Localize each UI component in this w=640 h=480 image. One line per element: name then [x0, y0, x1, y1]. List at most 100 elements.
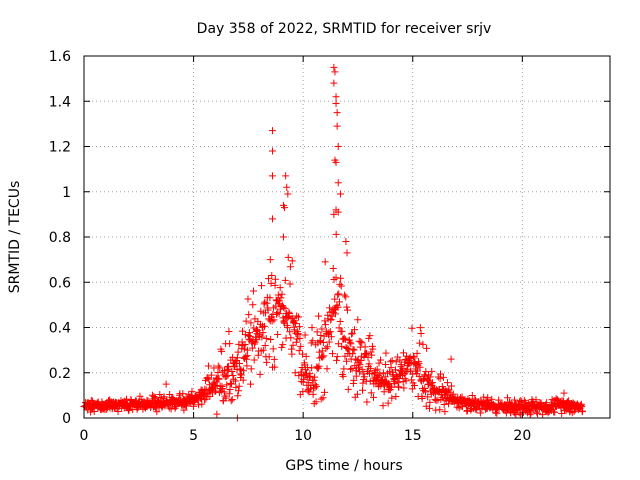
data-point [244, 295, 252, 303]
data-point [408, 376, 416, 384]
data-point [503, 394, 511, 402]
data-point [299, 388, 307, 396]
data-point [316, 354, 324, 362]
data-point [330, 210, 338, 218]
data-point [268, 172, 276, 180]
data-point [203, 374, 211, 382]
data-point [358, 365, 366, 373]
data-point [210, 364, 218, 372]
data-point [533, 408, 541, 416]
data-point [339, 372, 347, 380]
data-point [432, 397, 440, 405]
data-point [278, 290, 286, 298]
data-point [346, 338, 354, 346]
data-point [268, 272, 276, 280]
y-tick-label: 1.4 [49, 94, 71, 110]
data-point [367, 389, 375, 397]
data-point [281, 305, 289, 313]
data-point [482, 405, 490, 413]
data-point [327, 333, 335, 341]
data-point [342, 293, 350, 301]
data-point [439, 373, 447, 381]
data-point [167, 405, 175, 413]
data-point [376, 370, 384, 378]
data-point [238, 327, 246, 335]
data-point [323, 343, 331, 351]
data-point [350, 326, 358, 334]
data-point [348, 365, 356, 373]
data-point [419, 376, 427, 384]
data-point [249, 287, 257, 295]
data-point [444, 387, 452, 395]
data-point [338, 342, 346, 350]
data-point [229, 371, 237, 379]
data-point [114, 408, 122, 416]
data-point [332, 93, 340, 101]
data-point [426, 398, 434, 406]
data-point [276, 284, 284, 292]
data-point [297, 342, 305, 350]
data-point [162, 380, 170, 388]
data-point [284, 324, 292, 332]
data-point [413, 367, 421, 375]
data-point [373, 365, 381, 373]
data-point [222, 394, 230, 402]
data-point [172, 402, 180, 410]
data-point [264, 306, 272, 314]
data-point [296, 323, 304, 331]
data-point [350, 346, 358, 354]
data-point [484, 394, 492, 402]
data-point [344, 306, 352, 314]
chart-title: Day 358 of 2022, SRMTID for receiver srj… [197, 21, 492, 37]
data-point [204, 362, 212, 370]
data-point [365, 360, 373, 368]
data-point [333, 109, 341, 117]
data-point [352, 372, 360, 380]
data-point [271, 281, 279, 289]
data-point [418, 395, 426, 403]
data-point [488, 395, 496, 403]
data-point [428, 367, 436, 375]
data-point [415, 359, 423, 367]
data-point [274, 330, 282, 338]
data-point [247, 365, 255, 373]
data-point [333, 353, 341, 361]
data-point [240, 367, 248, 375]
data-point [305, 388, 313, 396]
data-point [309, 337, 317, 345]
data-point [286, 280, 294, 288]
data-point [335, 298, 343, 306]
data-point [260, 322, 268, 330]
data-point [337, 282, 345, 290]
data-point [279, 233, 287, 241]
x-axis-label: GPS time / hours [285, 458, 402, 474]
data-point [413, 349, 421, 357]
data-point [419, 340, 427, 348]
data-point [260, 300, 268, 308]
data-point [468, 392, 476, 400]
data-point [543, 399, 551, 407]
data-point [315, 312, 323, 320]
data-point [319, 394, 327, 402]
data-point [338, 327, 346, 335]
data-point [392, 358, 400, 366]
data-point [252, 325, 260, 333]
data-point [302, 352, 310, 360]
data-point [331, 295, 339, 303]
data-point [259, 329, 267, 337]
data-point [267, 336, 275, 344]
data-point [368, 351, 376, 359]
data-point [335, 290, 343, 298]
data-point [386, 368, 394, 376]
data-point [363, 349, 371, 357]
data-point [160, 393, 168, 401]
data-point [392, 392, 400, 400]
y-tick-label: 0.6 [49, 275, 71, 291]
data-point [220, 388, 228, 396]
data-point [441, 408, 449, 416]
data-point [354, 316, 362, 324]
data-point [271, 363, 279, 371]
data-point [325, 338, 333, 346]
data-point [510, 396, 518, 404]
data-point [341, 291, 349, 299]
